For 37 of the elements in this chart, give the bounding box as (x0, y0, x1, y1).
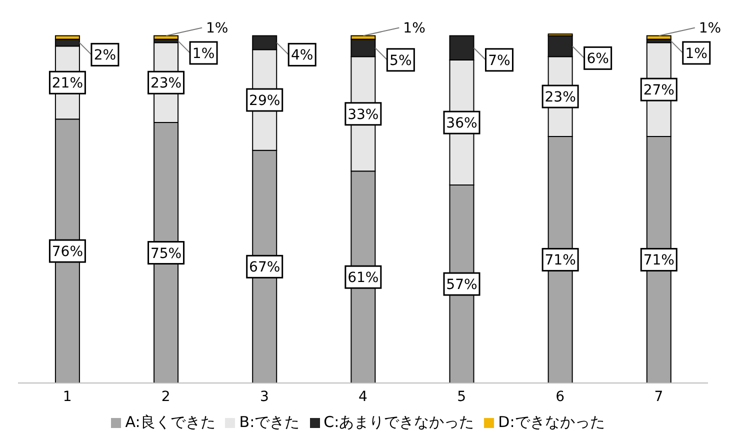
data-label: 67% (249, 260, 280, 276)
bar (646, 35, 672, 40)
data-label: 1% (685, 46, 708, 62)
data-label: 71% (544, 252, 576, 269)
x-tick-label: 6 (556, 388, 565, 405)
x-tick-label: 5 (457, 388, 466, 405)
data-label: 5% (390, 52, 412, 69)
data-label: 4% (290, 48, 314, 64)
data-label: 21% (52, 76, 84, 92)
data-label: 7% (488, 52, 510, 69)
data-label: 2% (94, 48, 116, 64)
legend-label: C:あまりできなかった (324, 413, 474, 431)
x-tick-label: 4 (358, 388, 368, 405)
data-label: 33% (348, 106, 379, 123)
data-label: 1% (206, 20, 228, 37)
data-label: 29% (249, 92, 280, 109)
bar (154, 35, 179, 40)
data-label: 27% (643, 82, 674, 99)
data-label: 23% (150, 76, 182, 92)
legend-label: B:できた (239, 413, 300, 431)
data-label: 36% (446, 116, 478, 132)
data-label: 61% (348, 270, 379, 286)
legend-label: D:できなかった (498, 413, 605, 431)
data-label: 71% (643, 252, 674, 269)
data-label: 6% (586, 51, 609, 68)
x-tick-label: 2 (161, 388, 170, 405)
legend-label: A:良くできた (125, 413, 216, 431)
x-tick-label: 7 (654, 388, 664, 405)
x-tick-label: 3 (260, 388, 269, 405)
data-label: 23% (544, 90, 576, 106)
x-tick-label: 1 (62, 388, 72, 405)
data-label: 1% (698, 20, 722, 37)
data-label: 1% (192, 46, 215, 62)
data-label: 57% (446, 277, 478, 294)
data-label: 76% (52, 244, 84, 260)
data-label: 1% (403, 20, 426, 37)
data-label: 75% (150, 246, 182, 262)
